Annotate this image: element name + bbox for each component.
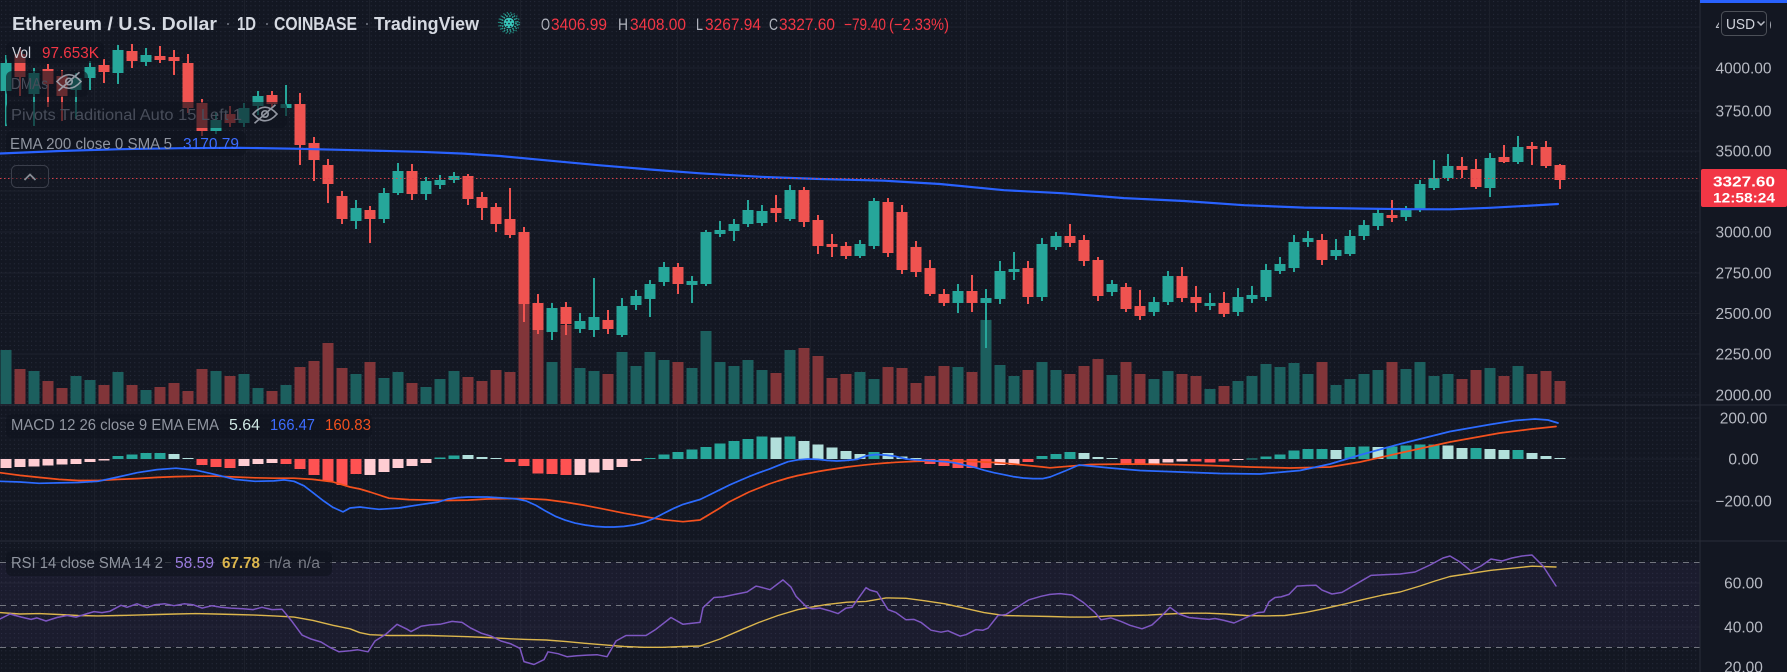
svg-text:Ethereum / U.S. Dollar: Ethereum / U.S. Dollar (12, 14, 217, 34)
svg-text:L: L (696, 16, 703, 34)
svg-text:160.83: 160.83 (325, 417, 371, 434)
svg-text:3408.00: 3408.00 (630, 16, 686, 34)
svg-text:·: · (264, 13, 270, 33)
svg-text:(−2.33%): (−2.33%) (889, 16, 949, 34)
svg-text:2250.00: 2250.00 (1715, 347, 1771, 364)
svg-text:n/a: n/a (298, 555, 320, 572)
svg-text:3406.99: 3406.99 (551, 16, 607, 34)
svg-text:200.00: 200.00 (1720, 411, 1768, 428)
svg-text:0.00: 0.00 (1728, 452, 1759, 469)
svg-text:2500.00: 2500.00 (1715, 306, 1771, 323)
svg-text:3500.00: 3500.00 (1715, 144, 1771, 161)
svg-text:O: O (541, 16, 550, 34)
svg-text:Pivots Traditional Auto 15 Lef: Pivots Traditional Auto 15 Left 1 (11, 107, 242, 124)
svg-text:2000.00: 2000.00 (1715, 388, 1771, 405)
svg-text:3327.60: 3327.60 (779, 16, 835, 34)
svg-text:−200.00: −200.00 (1715, 494, 1772, 511)
svg-text:1D: 1D (237, 14, 256, 34)
svg-text:166.47: 166.47 (270, 417, 315, 434)
svg-text:3327.60: 3327.60 (1713, 175, 1775, 191)
svg-text:n/a: n/a (269, 555, 291, 572)
svg-text:5.64: 5.64 (229, 417, 260, 434)
svg-text:20.00: 20.00 (1724, 660, 1763, 672)
svg-text:2750.00: 2750.00 (1715, 266, 1771, 283)
svg-text:C: C (769, 16, 778, 34)
svg-text:12:58:24: 12:58:24 (1713, 190, 1775, 206)
svg-text:H: H (618, 16, 628, 34)
svg-text:58.59: 58.59 (175, 555, 214, 572)
svg-text:97.653K: 97.653K (42, 45, 100, 62)
svg-text:3267.94: 3267.94 (705, 16, 761, 34)
svg-text:RSI 14 close SMA 14 2: RSI 14 close SMA 14 2 (11, 555, 163, 572)
svg-text:COINBASE: COINBASE (274, 14, 357, 34)
svg-text:60.00: 60.00 (1724, 576, 1763, 593)
svg-text:3750.00: 3750.00 (1715, 104, 1771, 121)
svg-text:EMA 200 close 0 SMA 5: EMA 200 close 0 SMA 5 (10, 136, 172, 153)
svg-text:4000.00: 4000.00 (1715, 61, 1771, 78)
svg-text:DMAs: DMAs (11, 76, 48, 93)
svg-text:67.78: 67.78 (222, 555, 260, 572)
svg-text:Vol: Vol (12, 45, 31, 62)
svg-text:·: · (364, 13, 370, 33)
svg-text:3170.79: 3170.79 (183, 136, 239, 153)
svg-text:·: · (225, 13, 231, 33)
svg-text:40.00: 40.00 (1724, 620, 1763, 637)
svg-text:3000.00: 3000.00 (1715, 225, 1771, 242)
svg-text:USD: USD (1726, 17, 1755, 33)
svg-text:TradingView: TradingView (374, 14, 480, 34)
svg-text:−79.40: −79.40 (844, 16, 886, 34)
svg-text:MACD 12 26 close 9 EMA EMA: MACD 12 26 close 9 EMA EMA (11, 417, 220, 434)
